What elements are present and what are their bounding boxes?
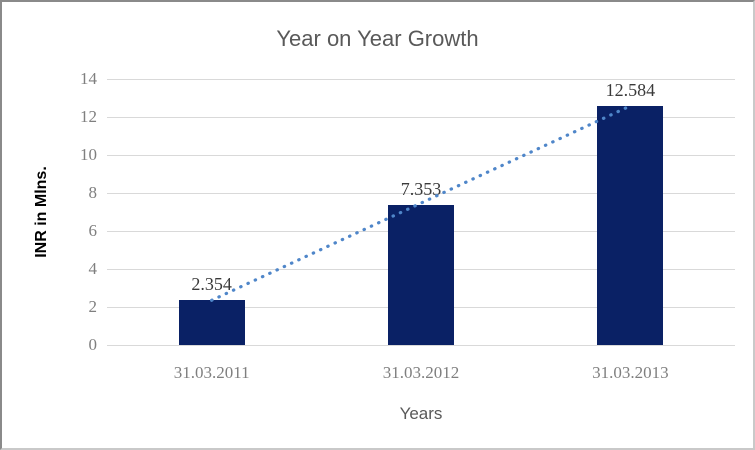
y-tick-label: 6	[88, 221, 98, 240]
gridline	[107, 78, 735, 80]
x-tick-label: 31.03.2013	[592, 363, 669, 382]
y-tick-label: 2	[88, 297, 98, 316]
y-tick-label: 8	[88, 183, 98, 202]
bar-value-label: 7.353	[400, 179, 442, 200]
y-tick-label: 0	[88, 335, 98, 354]
trendline	[210, 104, 632, 302]
y-tick-label: 10	[80, 145, 97, 164]
x-tick-label: 31.03.2012	[382, 363, 460, 382]
gridline	[107, 116, 735, 118]
gridline	[107, 344, 735, 346]
y-tick-label: 12	[80, 107, 97, 126]
bar	[388, 205, 454, 345]
gridline	[107, 192, 735, 194]
bar	[597, 105, 664, 345]
y-tick-label: 14	[80, 69, 97, 88]
y-axis-ticks: 0 2 4 6 8 10 12 14	[2, 70, 98, 354]
trendline-path	[210, 104, 632, 302]
plot-area: 2.354 7.353 12.584	[107, 78, 735, 346]
x-tick-label: 31.03.2011	[173, 363, 250, 382]
bar	[178, 300, 245, 345]
chart-title: Year on Year Growth	[276, 26, 479, 51]
y-tick-label: 4	[88, 259, 98, 278]
x-axis-title: Years	[399, 404, 443, 423]
bar-value-label: 12.584	[605, 79, 656, 100]
bar-value-label: 2.354	[191, 274, 232, 295]
gridline	[107, 154, 735, 156]
x-axis-ticks: 31.03.2011 31.03.2012 31.03.2013	[107, 363, 735, 385]
